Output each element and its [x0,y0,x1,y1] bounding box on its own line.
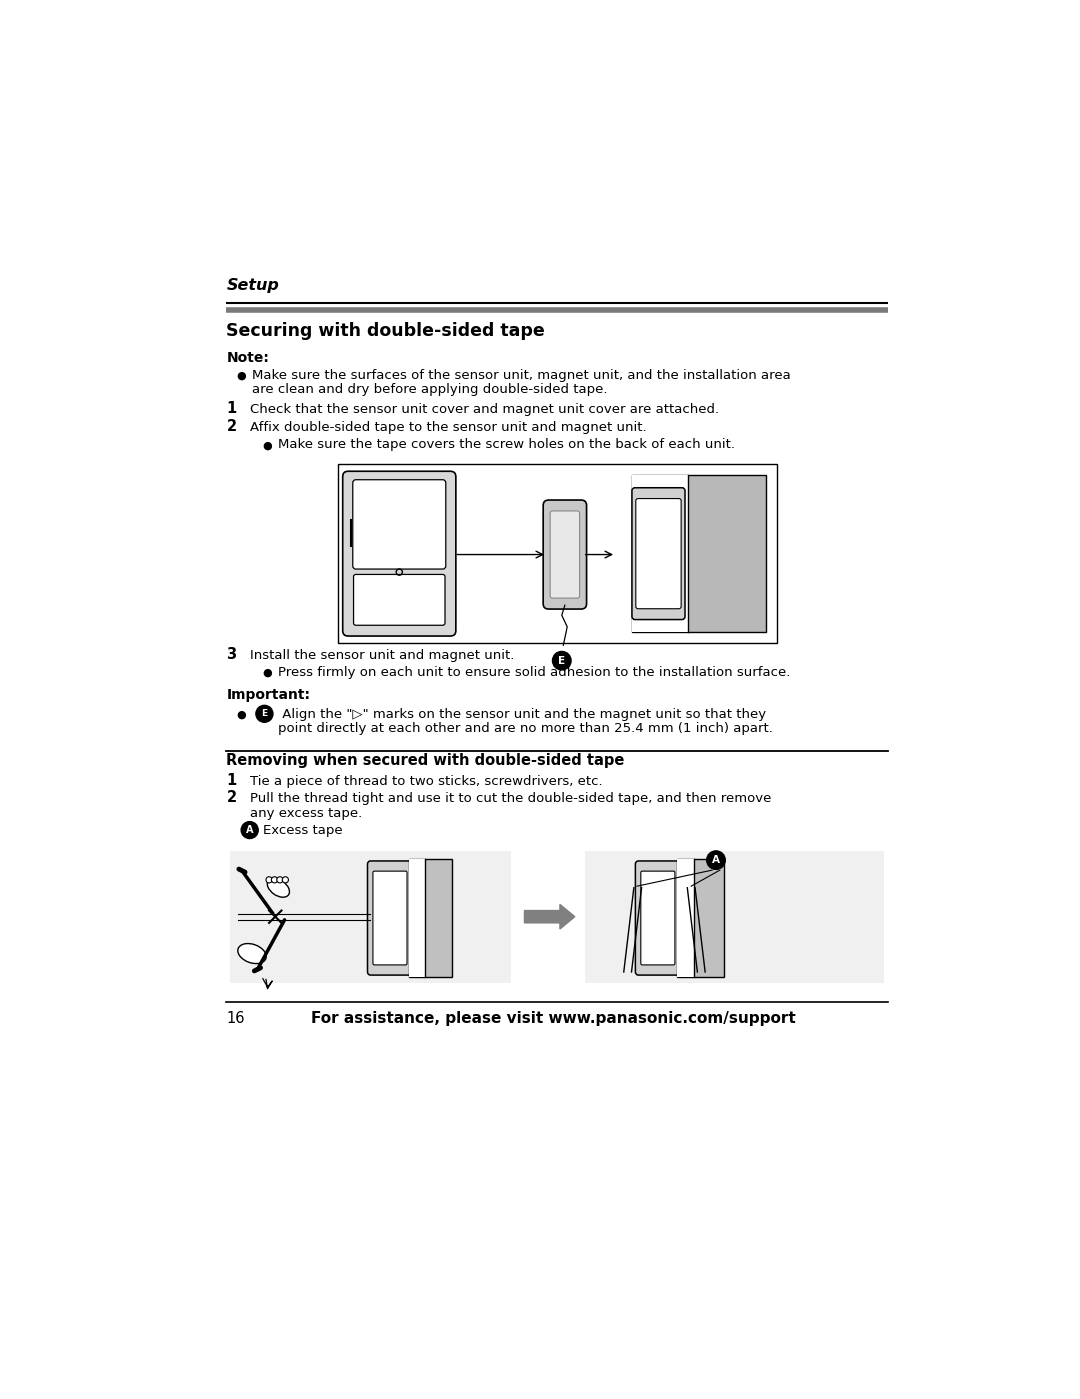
Bar [677,859,724,978]
FancyBboxPatch shape [373,872,407,965]
Text: ●: ● [262,669,272,679]
Text: Excess tape: Excess tape [262,824,342,837]
Text: Check that the sensor unit cover and magnet unit cover are attached.: Check that the sensor unit cover and mag… [249,403,719,416]
Text: 2: 2 [227,420,237,434]
Circle shape [241,821,258,838]
Bar [409,859,451,978]
FancyBboxPatch shape [635,860,680,975]
Bar [677,859,694,978]
Text: Removing when secured with double-sided tape: Removing when secured with double-sided … [227,753,625,768]
Text: 3: 3 [227,648,237,662]
FancyBboxPatch shape [636,498,681,609]
Text: E: E [261,709,268,718]
FancyBboxPatch shape [367,860,413,975]
Text: Pull the thread tight and use it to cut the double-sided tape, and then remove: Pull the thread tight and use it to cut … [249,792,771,806]
Text: ●: ● [262,441,272,450]
Circle shape [271,877,278,883]
Text: For assistance, please visit www.panasonic.com/support: For assistance, please visit www.panason… [311,1010,796,1025]
Text: A: A [246,825,254,835]
FancyBboxPatch shape [342,471,456,637]
Ellipse shape [238,943,267,964]
FancyBboxPatch shape [353,480,446,569]
Text: Securing with double-sided tape: Securing with double-sided tape [227,322,545,340]
Bar [688,476,766,632]
Bar [409,859,424,978]
Circle shape [706,851,726,869]
Text: E: E [558,656,565,666]
FancyBboxPatch shape [353,575,445,625]
Text: A: A [712,855,720,865]
Text: Setup: Setup [227,277,280,292]
Text: ●: ● [237,709,246,719]
Text: 1: 1 [227,400,237,416]
Text: are clean and dry before applying double-sided tape.: are clean and dry before applying double… [252,383,608,396]
Circle shape [282,877,288,883]
Text: Make sure the tape covers the screw holes on the back of each unit.: Make sure the tape covers the screw hole… [278,438,734,450]
Bar [584,851,885,982]
Circle shape [553,652,571,670]
FancyBboxPatch shape [543,499,586,609]
Text: any excess tape.: any excess tape. [249,807,362,820]
Text: 2: 2 [227,790,237,806]
Bar [338,464,777,644]
Text: Align the "▷" marks on the sensor unit and the magnet unit so that they: Align the "▷" marks on the sensor unit a… [278,708,766,720]
Text: 16: 16 [227,1010,245,1025]
Polygon shape [525,904,575,929]
Text: Affix double-sided tape to the sensor unit and magnet unit.: Affix double-sided tape to the sensor un… [249,421,646,434]
Circle shape [266,877,272,883]
Circle shape [276,877,283,883]
Text: 1: 1 [227,772,237,788]
Bar [632,476,688,632]
Text: point directly at each other and are no more than 25.4 mm (1 inch) apart.: point directly at each other and are no … [278,722,772,736]
Circle shape [256,705,273,722]
Text: Tie a piece of thread to two sticks, screwdrivers, etc.: Tie a piece of thread to two sticks, scr… [249,775,603,788]
Ellipse shape [267,879,289,897]
Text: Note:: Note: [227,351,269,365]
Text: Important:: Important: [227,688,310,702]
Text: ●: ● [237,371,246,381]
Text: Press firmly on each unit to ensure solid adhesion to the installation surface.: Press firmly on each unit to ensure soli… [278,666,789,679]
Text: Install the sensor unit and magnet unit.: Install the sensor unit and magnet unit. [249,649,514,662]
Bar [632,476,766,632]
FancyBboxPatch shape [640,872,675,965]
FancyBboxPatch shape [632,488,685,620]
Text: Make sure the surfaces of the sensor unit, magnet unit, and the installation are: Make sure the surfaces of the sensor uni… [252,369,791,382]
Bar [230,851,511,982]
FancyBboxPatch shape [550,511,580,599]
